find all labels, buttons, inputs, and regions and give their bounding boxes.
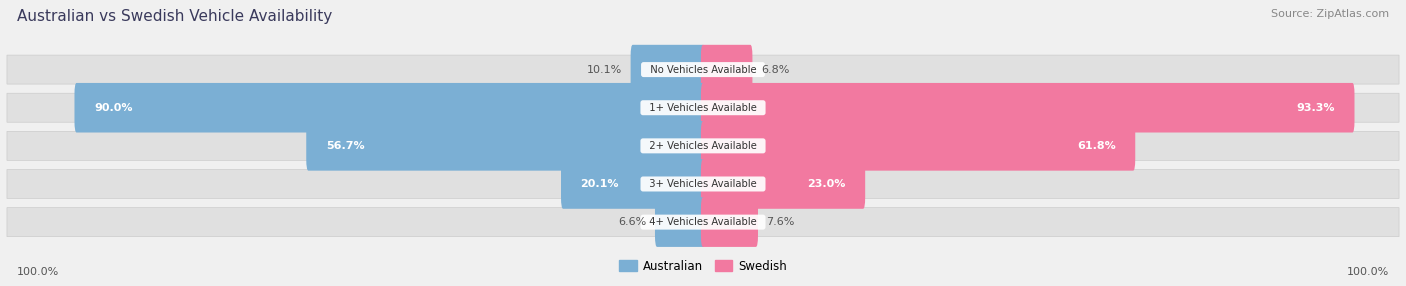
FancyBboxPatch shape [7, 170, 1399, 198]
Text: 100.0%: 100.0% [1347, 267, 1389, 277]
Text: Australian vs Swedish Vehicle Availability: Australian vs Swedish Vehicle Availabili… [17, 9, 332, 23]
FancyBboxPatch shape [561, 159, 704, 209]
Text: 93.3%: 93.3% [1296, 103, 1336, 113]
Text: 56.7%: 56.7% [326, 141, 364, 151]
Legend: Australian, Swedish: Australian, Swedish [614, 255, 792, 277]
FancyBboxPatch shape [702, 45, 752, 94]
Text: 3+ Vehicles Available: 3+ Vehicles Available [643, 179, 763, 189]
FancyBboxPatch shape [75, 83, 704, 132]
Text: No Vehicles Available: No Vehicles Available [644, 65, 762, 75]
Text: 2+ Vehicles Available: 2+ Vehicles Available [643, 141, 763, 151]
Text: 61.8%: 61.8% [1077, 141, 1116, 151]
Text: 20.1%: 20.1% [581, 179, 619, 189]
Text: Source: ZipAtlas.com: Source: ZipAtlas.com [1271, 9, 1389, 19]
FancyBboxPatch shape [631, 45, 704, 94]
Text: 4+ Vehicles Available: 4+ Vehicles Available [643, 217, 763, 227]
FancyBboxPatch shape [702, 83, 1354, 132]
FancyBboxPatch shape [7, 55, 1399, 84]
Text: 90.0%: 90.0% [94, 103, 132, 113]
Text: 23.0%: 23.0% [807, 179, 845, 189]
Text: 100.0%: 100.0% [17, 267, 59, 277]
Text: 6.6%: 6.6% [619, 217, 647, 227]
FancyBboxPatch shape [7, 131, 1399, 160]
FancyBboxPatch shape [655, 197, 704, 247]
FancyBboxPatch shape [702, 159, 865, 209]
FancyBboxPatch shape [702, 197, 758, 247]
FancyBboxPatch shape [7, 93, 1399, 122]
Text: 1+ Vehicles Available: 1+ Vehicles Available [643, 103, 763, 113]
FancyBboxPatch shape [307, 121, 704, 171]
Text: 6.8%: 6.8% [761, 65, 789, 75]
FancyBboxPatch shape [702, 121, 1135, 171]
FancyBboxPatch shape [7, 208, 1399, 237]
Text: 7.6%: 7.6% [766, 217, 794, 227]
Text: 10.1%: 10.1% [588, 65, 623, 75]
